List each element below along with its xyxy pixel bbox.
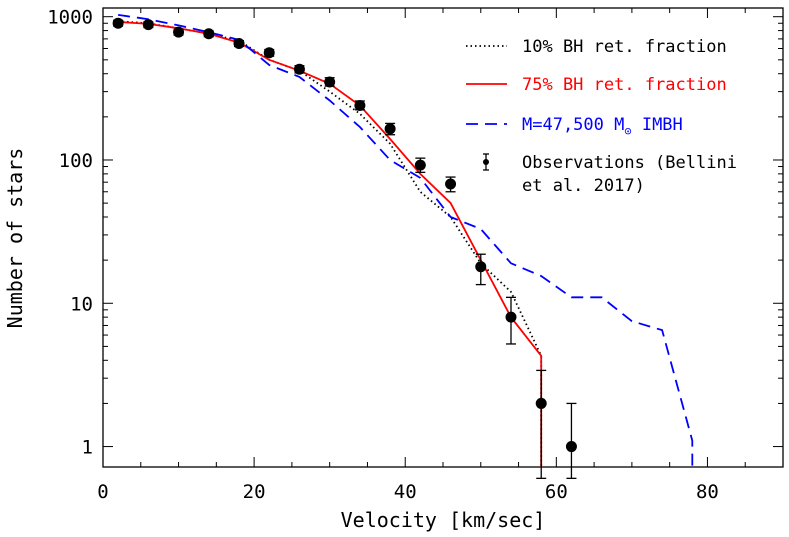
observation-point (505, 311, 517, 323)
observation-point (112, 17, 124, 29)
legend-label-10pct: 10% BH ret. fraction (522, 37, 727, 57)
y-tick-label: 100 (59, 150, 93, 172)
observation-points (112, 17, 577, 479)
legend: 10% BH ret. fraction 75% BH ret. fractio… (466, 37, 737, 196)
legend-swatch-point (483, 159, 489, 165)
x-axis-label: Velocity [km/sec] (341, 508, 546, 532)
observation-point (445, 178, 457, 190)
series-line (117, 14, 694, 467)
x-tick-label: 60 (545, 481, 568, 503)
x-tick-label: 80 (696, 481, 719, 503)
y-tick-label: 10 (70, 293, 93, 315)
legend-label-observations: Observations (Bellini (522, 153, 737, 173)
observation-point (354, 100, 366, 112)
y-axis-label: Number of stars (3, 148, 27, 329)
legend-label-75pct: 75% BH ret. fraction (522, 75, 727, 95)
y-tick-label: 1 (82, 437, 93, 459)
axis-ticks: 0 20 40 60 80 1 10 100 1000 (47, 7, 784, 503)
y-tick-label: 1000 (47, 7, 93, 29)
observation-point (142, 19, 154, 31)
observation-point (324, 76, 336, 88)
observation-point (263, 47, 275, 59)
observation-point (233, 38, 245, 50)
x-tick-label: 0 (97, 481, 108, 503)
legend-label-imbh: M=47,500 M⊙ IMBH (522, 115, 683, 138)
observation-point (293, 63, 305, 75)
observation-point (565, 441, 577, 453)
observation-point (414, 159, 426, 171)
legend-imbh-sun-symbol: ⊙ (624, 124, 631, 138)
series-lines (117, 14, 694, 467)
series-line (118, 21, 543, 467)
x-tick-label: 20 (243, 481, 266, 503)
series-line (118, 20, 543, 467)
observation-point (173, 26, 185, 38)
legend-imbh-main: M=47,500 M (522, 115, 624, 135)
legend-label-observations-line2: et al. 2017) (522, 176, 645, 196)
legend-imbh-tail: IMBH (632, 115, 683, 135)
observation-point (203, 28, 215, 40)
observation-point (384, 123, 396, 135)
x-tick-label: 40 (394, 481, 417, 503)
observation-point (535, 397, 547, 409)
observation-point (475, 261, 487, 273)
